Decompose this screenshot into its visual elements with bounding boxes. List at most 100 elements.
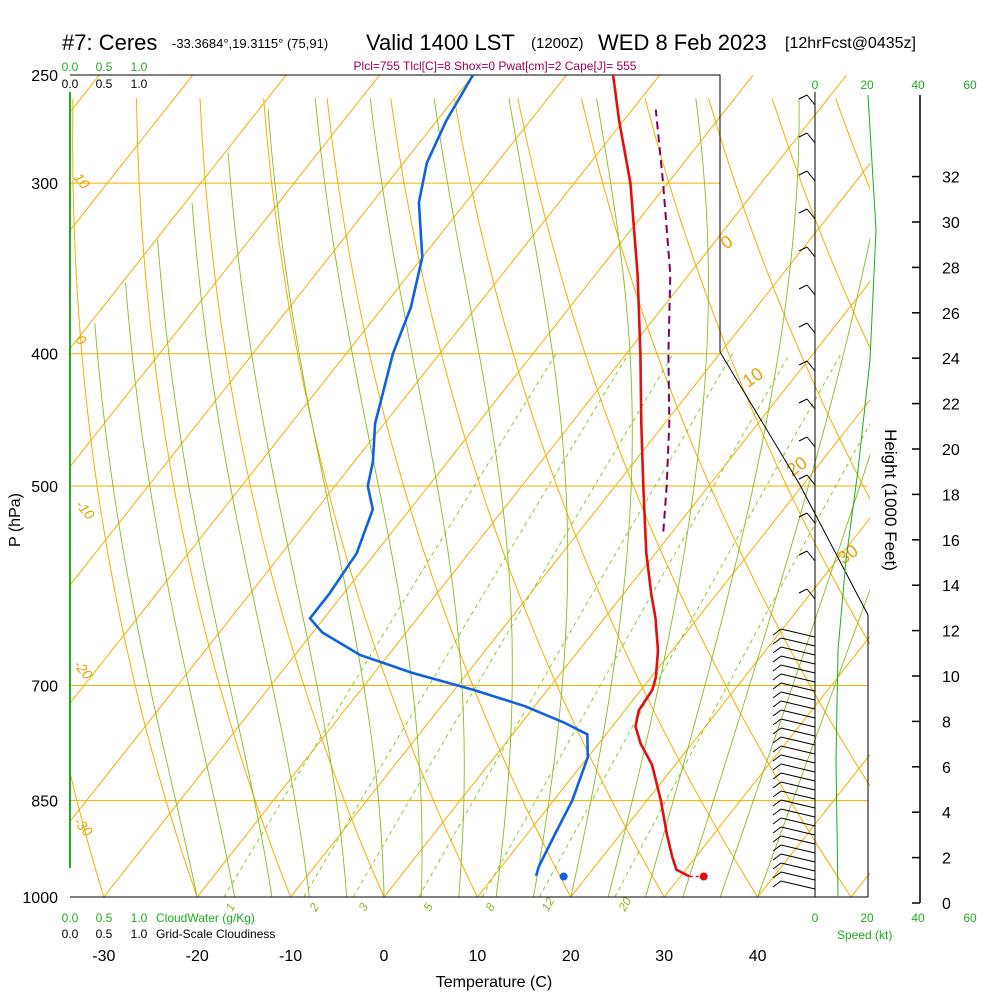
wind-barb bbox=[806, 284, 816, 296]
wind-barb bbox=[806, 208, 816, 220]
temperature-tick-label: 10 bbox=[469, 948, 487, 965]
moist-adiabat-line bbox=[369, 98, 465, 897]
wind-barb bbox=[806, 512, 816, 524]
dry-adiabat-label: 10 bbox=[71, 170, 93, 192]
dry-adiabat-line bbox=[963, 98, 1000, 897]
height-tick-label: 26 bbox=[942, 306, 960, 323]
pressure-tick-label: 700 bbox=[31, 679, 58, 696]
height-tick-label: 30 bbox=[942, 215, 960, 232]
wind-barb bbox=[806, 436, 816, 448]
mixing-ratio-label: 5 bbox=[420, 900, 436, 913]
height-tick-label: 32 bbox=[942, 170, 960, 187]
mixing-ratio-line bbox=[223, 353, 557, 897]
wind-barb-flag bbox=[798, 94, 808, 100]
wind-barb-flag bbox=[772, 637, 782, 645]
moist-adiabat-line bbox=[157, 239, 273, 897]
cloud-bottom-green-label: 0.5 bbox=[96, 911, 113, 925]
wind-barb-flag bbox=[772, 646, 782, 654]
dry-adiabat-line bbox=[580, 98, 870, 787]
wind-barb bbox=[780, 808, 816, 818]
isotherm-line bbox=[383, 281, 870, 897]
wind-barb bbox=[780, 880, 816, 890]
height-tick-label: 0 bbox=[942, 896, 951, 913]
station-coords: -33.3684°,19.3115° (75,91) bbox=[172, 36, 328, 51]
wind-barb bbox=[806, 94, 816, 106]
dry-adiabat-line bbox=[326, 98, 572, 897]
wind-barb bbox=[780, 736, 816, 746]
isotherm-line bbox=[663, 635, 870, 897]
height-tick-label: 22 bbox=[942, 397, 960, 414]
temperature-tick-label: -10 bbox=[279, 948, 302, 965]
wind-barb bbox=[780, 727, 816, 737]
wind-barb-flag bbox=[772, 700, 782, 708]
wind-barb bbox=[780, 772, 816, 782]
wind-barb bbox=[780, 799, 816, 809]
cloud-top-green-label: 0.5 bbox=[96, 60, 113, 74]
surface-dewpoint-point bbox=[559, 872, 568, 881]
moist-adiabat-line bbox=[645, 98, 800, 897]
mixing-ratio-label: 2 bbox=[306, 900, 322, 914]
wind-barb-flag bbox=[798, 474, 808, 480]
dry-adiabat-line bbox=[135, 98, 292, 897]
parcel-line bbox=[654, 109, 672, 532]
wind-barb bbox=[780, 763, 816, 773]
wind-barb-flag bbox=[772, 709, 782, 717]
moist-adiabat-line bbox=[125, 282, 236, 897]
wind-barb-flag bbox=[798, 170, 808, 176]
wind-barb bbox=[806, 246, 816, 258]
height-axis-title: Height (1000 Feet) bbox=[881, 429, 900, 571]
moist-adiabat-line bbox=[508, 98, 569, 897]
cloud-top-green-label: 1.0 bbox=[131, 60, 148, 74]
speed-bottom-label: 40 bbox=[911, 911, 925, 925]
moist-adiabat-line bbox=[682, 236, 870, 897]
height-tick-label: 16 bbox=[942, 533, 960, 550]
wind-barb-flag bbox=[798, 360, 808, 366]
pressure-tick-label: 1000 bbox=[22, 890, 58, 907]
wind-barb-flag bbox=[798, 512, 808, 518]
temperature-tick-label: 0 bbox=[380, 948, 389, 965]
cloud-bottom-green-label: 0.0 bbox=[62, 911, 79, 925]
wind-barb-flag bbox=[772, 871, 782, 879]
wind-barb bbox=[806, 588, 816, 600]
mixing-ratio-line bbox=[418, 353, 733, 897]
wind-barb-flag bbox=[772, 781, 782, 789]
cloud-bottom-black-label: 0.5 bbox=[96, 927, 113, 941]
moist-adiabat-line bbox=[227, 152, 348, 897]
height-tick-label: 14 bbox=[942, 578, 960, 595]
wind-barb bbox=[780, 637, 816, 647]
station-title: #7: Ceres bbox=[62, 30, 157, 55]
cloudiness-label: Grid-Scale Cloudiness bbox=[156, 927, 275, 941]
moist-adiabat-line bbox=[267, 109, 385, 897]
cloud-top-green-label: 0.0 bbox=[62, 60, 79, 74]
height-tick-label: 12 bbox=[942, 624, 960, 641]
utc-time: (1200Z) bbox=[531, 35, 584, 52]
dry-adiabat-line bbox=[835, 98, 870, 191]
plot-boundary bbox=[70, 74, 869, 897]
wind-barb-flag bbox=[798, 284, 808, 290]
mixing-ratio-line bbox=[303, 353, 629, 897]
wind-barb-flag bbox=[798, 132, 808, 138]
dry-adiabat-line bbox=[72, 98, 198, 897]
temperature-tick-label: 20 bbox=[562, 948, 580, 965]
temperature-line bbox=[611, 74, 691, 878]
wind-barb bbox=[780, 691, 816, 701]
wind-barb bbox=[780, 754, 816, 764]
cloud-top-black-label: 0.0 bbox=[62, 77, 79, 91]
pressure-tick-label: 250 bbox=[31, 68, 58, 85]
isotherm-line bbox=[70, 75, 567, 705]
wind-barb-flag bbox=[772, 835, 782, 843]
wind-barb-flag bbox=[772, 736, 782, 744]
isotherm-line bbox=[70, 75, 474, 586]
wind-barb-flag bbox=[798, 436, 808, 442]
wind-barb bbox=[780, 844, 816, 854]
isotherm-line bbox=[757, 753, 870, 897]
speed-bottom-label: 0 bbox=[812, 911, 819, 925]
wind-barb bbox=[780, 718, 816, 728]
pressure-tick-label: 850 bbox=[31, 794, 58, 811]
wind-barb-flag bbox=[772, 673, 782, 681]
temperature-tick-label: -20 bbox=[186, 948, 209, 965]
dry-adiabat-line bbox=[70, 770, 105, 897]
mixing-ratio-line bbox=[614, 422, 870, 897]
